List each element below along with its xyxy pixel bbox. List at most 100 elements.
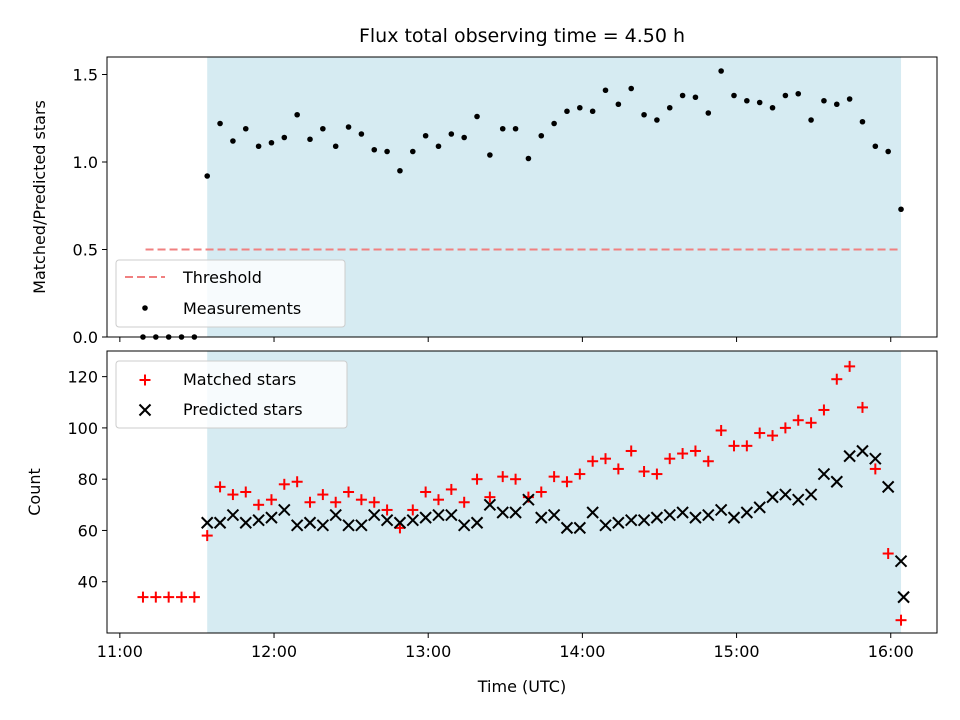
matched-star-point bbox=[689, 445, 701, 457]
matched-star-point bbox=[869, 463, 881, 475]
bottom-y-tick-label: 80 bbox=[78, 470, 98, 489]
legend-matched-marker bbox=[139, 374, 151, 386]
predicted-star-point bbox=[316, 519, 330, 532]
matched-star-point bbox=[317, 489, 329, 501]
matched-star-point bbox=[805, 417, 817, 429]
predicted-star-point bbox=[881, 480, 895, 494]
matched-star-point bbox=[240, 486, 252, 498]
measurement-point bbox=[821, 97, 827, 104]
measurement-point bbox=[846, 96, 853, 102]
matched-star-point bbox=[561, 476, 573, 488]
x-tick-label: 11:00 bbox=[97, 642, 143, 661]
predicted-star-point bbox=[239, 516, 252, 529]
measurement-point bbox=[217, 120, 223, 127]
predicted-star-point bbox=[201, 516, 214, 529]
predicted-star-point bbox=[419, 511, 432, 524]
matched-star-point bbox=[137, 591, 149, 603]
predicted-star-point bbox=[625, 513, 638, 527]
measurement-point bbox=[551, 120, 557, 127]
predicted-star-point bbox=[432, 508, 445, 522]
matched-star-point bbox=[291, 476, 303, 488]
matched-stars-points bbox=[137, 360, 907, 626]
predicted-star-point bbox=[897, 590, 910, 604]
predicted-star-point bbox=[599, 519, 612, 532]
measurement-point bbox=[448, 131, 455, 137]
chart-title: Flux total observing time = 4.50 h bbox=[359, 25, 685, 47]
top-y-tick-label: 1.5 bbox=[73, 66, 98, 85]
measurement-point bbox=[242, 125, 249, 132]
measurement-point bbox=[628, 85, 635, 92]
top-y-tick-label: 1.0 bbox=[73, 153, 98, 172]
predicted-star-point bbox=[894, 555, 908, 568]
matched-star-point bbox=[253, 499, 265, 511]
matched-star-point bbox=[831, 373, 843, 385]
matched-star-point bbox=[741, 440, 753, 452]
measurement-point bbox=[859, 118, 866, 125]
predicted-star-point bbox=[213, 516, 227, 529]
measurement-point bbox=[345, 124, 352, 130]
bottom-y-tick-label: 100 bbox=[67, 419, 98, 438]
bottom-y-ticks: 40 60 80 100 120 bbox=[67, 368, 107, 592]
matched-star-point bbox=[201, 530, 213, 542]
measurement-point bbox=[332, 143, 339, 150]
predicted-star-point bbox=[265, 511, 278, 524]
predicted-star-point bbox=[843, 449, 856, 463]
matched-star-point bbox=[458, 496, 470, 508]
predicted-star-point bbox=[380, 513, 394, 527]
predicted-star-point bbox=[804, 488, 818, 501]
measurement-point bbox=[679, 92, 686, 99]
predicted-star-point bbox=[329, 508, 342, 522]
matched-star-point bbox=[381, 504, 393, 516]
matched-star-point bbox=[664, 453, 676, 465]
predicted-star-point bbox=[830, 475, 843, 488]
matched-star-point bbox=[163, 591, 175, 603]
matched-star-point bbox=[574, 468, 586, 480]
matched-star-point bbox=[188, 591, 200, 603]
legend-predicted-marker bbox=[138, 403, 152, 417]
measurement-point bbox=[397, 167, 403, 174]
bottom-panel: 40 60 80 100 120 11:00 12:00 13:00 14:00 15:00 16… bbox=[25, 350, 938, 696]
measurement-point bbox=[666, 104, 673, 111]
predicted-star-point bbox=[470, 516, 484, 529]
matched-star-point bbox=[445, 483, 457, 495]
predicted-star-point bbox=[740, 506, 754, 519]
measurement-point bbox=[204, 173, 211, 179]
top-y-ticks: 0.0 0.5 1.0 1.5 bbox=[73, 66, 107, 347]
bottom-y-tick-label: 40 bbox=[78, 573, 98, 592]
predicted-star-point bbox=[445, 508, 458, 522]
matched-star-point bbox=[792, 414, 804, 426]
matched-star-point bbox=[330, 496, 342, 508]
measurement-point bbox=[795, 90, 802, 97]
matched-star-point bbox=[510, 473, 522, 485]
bottom-y-tick-label: 60 bbox=[78, 521, 98, 540]
predicted-star-point bbox=[753, 501, 766, 514]
matched-star-point bbox=[265, 494, 277, 506]
top-axes-frame bbox=[106, 56, 938, 338]
x-tick-label: 12:00 bbox=[251, 642, 297, 661]
matched-star-point bbox=[587, 455, 599, 467]
predicted-star-point bbox=[226, 508, 240, 522]
bottom-axes-frame bbox=[106, 350, 938, 634]
measurement-point bbox=[422, 132, 429, 139]
measurement-point bbox=[641, 111, 647, 118]
predicted-star-point bbox=[663, 508, 676, 522]
matched-star-point bbox=[638, 465, 650, 477]
matched-star-point bbox=[895, 614, 907, 626]
matched-star-point bbox=[304, 496, 316, 508]
matched-star-point bbox=[779, 422, 791, 434]
predicted-star-point bbox=[676, 506, 689, 519]
measurement-points bbox=[140, 68, 904, 340]
matched-star-point bbox=[702, 455, 714, 467]
matched-star-point bbox=[150, 591, 162, 603]
measurement-point bbox=[255, 143, 262, 150]
matched-star-point bbox=[407, 504, 419, 516]
predicted-star-point bbox=[355, 519, 368, 532]
measurement-point bbox=[756, 99, 763, 106]
x-tick-label: 16:00 bbox=[868, 642, 914, 661]
predicted-star-point bbox=[252, 513, 265, 527]
predicted-star-point bbox=[522, 493, 535, 506]
matched-star-point bbox=[612, 463, 624, 475]
measurement-point bbox=[705, 110, 712, 116]
measurement-point bbox=[307, 136, 313, 143]
